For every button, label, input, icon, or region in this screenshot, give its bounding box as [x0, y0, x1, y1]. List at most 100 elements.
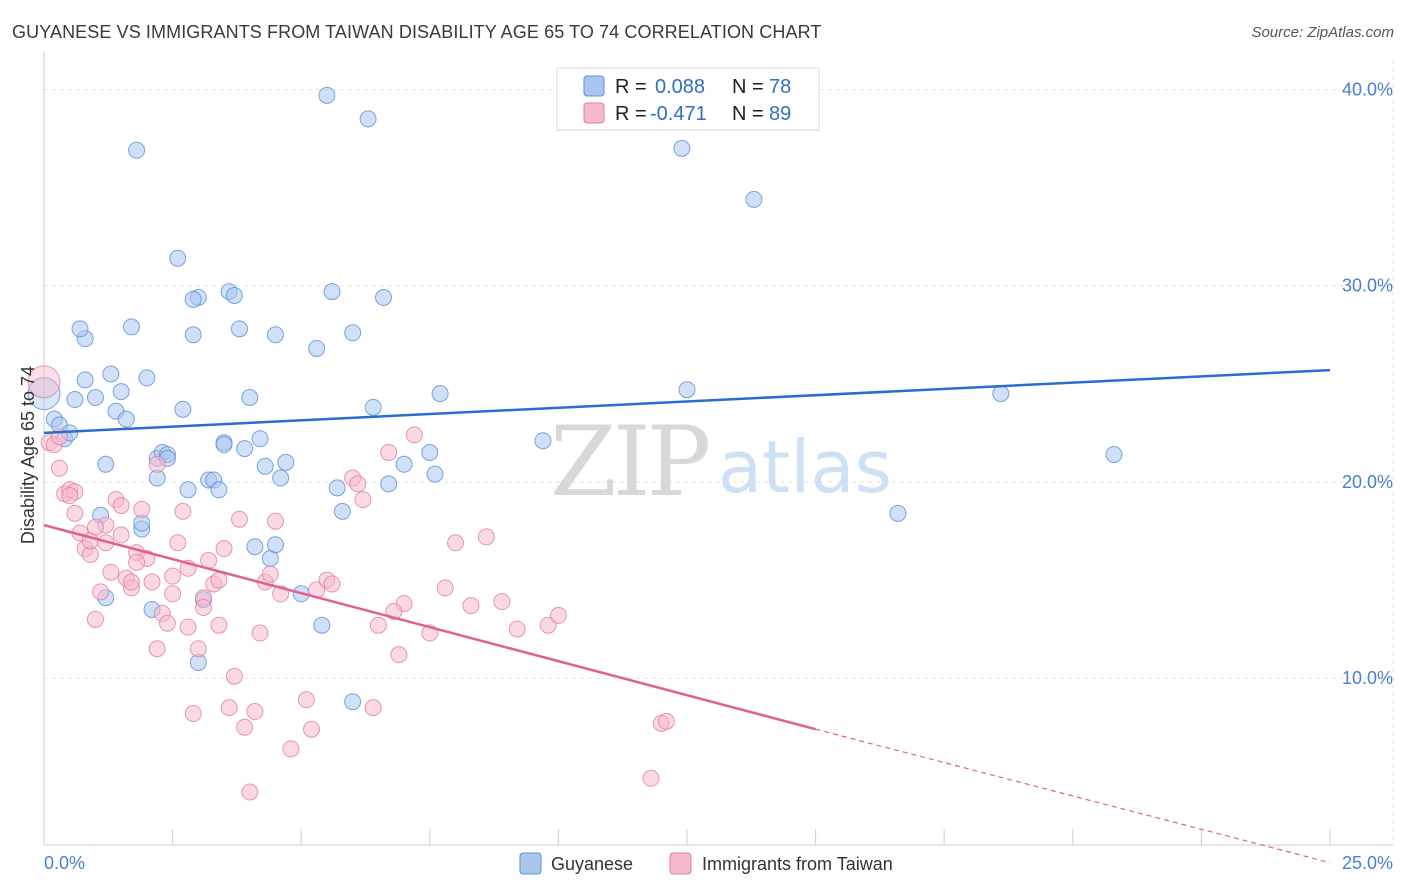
taiwan-point [164, 567, 182, 585]
x-tick-label-max: 25.0% [1342, 853, 1393, 873]
stats-legend: R = 0.088 N = 78 R = -0.471 N = 89 [556, 67, 820, 131]
legend-swatch-taiwan [669, 852, 692, 875]
guyanese-point [534, 432, 552, 450]
guyanese-point [375, 288, 393, 306]
guyanese-point [27, 377, 61, 411]
guyanese-point [241, 389, 259, 407]
taiwan-point [266, 512, 284, 530]
taiwan-point [210, 616, 228, 634]
guyanese-point [138, 369, 156, 387]
stats-legend-r-key-taiwan: R = [615, 103, 647, 125]
guyanese-point [266, 326, 284, 344]
guyanese-point [318, 86, 336, 104]
taiwan-point [354, 491, 372, 509]
taiwan-point [112, 526, 130, 544]
chart-title: GUYANESE VS IMMIGRANTS FROM TAIWAN DISAB… [12, 22, 822, 42]
taiwan-point [174, 502, 192, 520]
guyanese-point [266, 536, 284, 554]
taiwan-point [349, 475, 367, 493]
taiwan-point [462, 597, 480, 615]
guyanese-point [122, 318, 140, 336]
stats-legend-n-key-taiwan: N = [732, 103, 764, 125]
guyanese-point [678, 381, 696, 399]
taiwan-point [50, 459, 68, 477]
taiwan-point [236, 718, 254, 736]
guyanese-point [112, 383, 130, 401]
guyanese-point [210, 481, 228, 499]
legend-label-guyanese: Guyanese [551, 854, 633, 874]
guyanese-point [344, 693, 362, 711]
taiwan-point [380, 444, 398, 461]
taiwan-point [184, 705, 202, 723]
guyanese-point [333, 502, 351, 520]
guyanese-point [236, 440, 254, 458]
bottom-legend: Guyanese Immigrants from Taiwan [519, 852, 893, 875]
guyanese-point [344, 324, 362, 342]
guyanese-point [246, 538, 264, 556]
trend-line-taiwan-extrapolated [815, 728, 1331, 864]
taiwan-point [179, 618, 197, 636]
trend-line-taiwan [43, 523, 816, 731]
guyanese-point [431, 385, 449, 403]
taiwan-point [390, 646, 408, 664]
taiwan-point [246, 703, 264, 721]
watermark-zip: ZIP [550, 406, 709, 518]
stats-legend-n-key-guyanese: N = [732, 76, 764, 98]
guyanese-point [86, 389, 104, 407]
taiwan-point [539, 616, 557, 634]
guyanese-point [272, 469, 290, 487]
guyanese-point [395, 455, 413, 473]
x-tick-labels: 0.0% 25.0% [44, 853, 1393, 873]
taiwan-point [143, 573, 161, 591]
guyanese-point [313, 616, 331, 634]
taiwan-point [128, 553, 146, 571]
taiwan-point [86, 610, 104, 628]
y-tick-label-0: 10.0% [1342, 668, 1393, 688]
guyanese-point [66, 391, 84, 409]
taiwan-point [225, 667, 243, 685]
taiwan-point [282, 740, 300, 758]
taiwan-point [215, 540, 233, 558]
guyanese-point [169, 249, 187, 267]
guyanese-point [97, 455, 115, 473]
taiwan-point [92, 583, 110, 601]
y-tick-labels: 10.0% 20.0% 30.0% 40.0% [1342, 79, 1393, 688]
guyanese-point [128, 141, 146, 159]
guyanese-point [230, 320, 248, 338]
taiwan-point [189, 640, 207, 658]
chart-source: Source: ZipAtlas.com [1251, 24, 1394, 41]
stats-legend-n-guyanese: 78 [769, 76, 791, 98]
taiwan-point [493, 593, 511, 611]
taiwan-point [447, 534, 465, 552]
stats-legend-r-guyanese: 0.088 [655, 76, 705, 98]
guyanese-point [359, 110, 377, 128]
taiwan-point [405, 426, 423, 444]
taiwan-point [61, 487, 79, 505]
stats-legend-n-taiwan: 89 [769, 103, 791, 125]
guyanese-point [380, 475, 398, 493]
guyanese-point [1105, 445, 1123, 463]
taiwan-point [210, 571, 228, 589]
stats-legend-swatch-taiwan [583, 102, 605, 124]
taiwan-point [158, 614, 176, 632]
guyanese-point [76, 371, 94, 389]
stats-legend-r-taiwan: -0.471 [650, 103, 707, 125]
taiwan-point [112, 496, 130, 514]
guyanese-point [174, 400, 192, 418]
taiwan-point [369, 616, 387, 634]
guyanese-point [426, 465, 444, 483]
y-tick-label-3: 40.0% [1342, 79, 1393, 99]
taiwan-point [194, 599, 212, 617]
guyanese-point [323, 283, 341, 301]
taiwan-point [302, 720, 320, 738]
guyanese-point [179, 481, 197, 499]
taiwan-point [241, 783, 259, 801]
taiwan-point [148, 455, 166, 473]
taiwan-point [364, 699, 382, 717]
y-axis-label: Disability Age 65 to 74 [18, 366, 38, 544]
taiwan-point [27, 365, 61, 399]
taiwan-point [549, 606, 567, 624]
taiwan-point [66, 504, 84, 522]
guyanese-point [364, 398, 382, 416]
